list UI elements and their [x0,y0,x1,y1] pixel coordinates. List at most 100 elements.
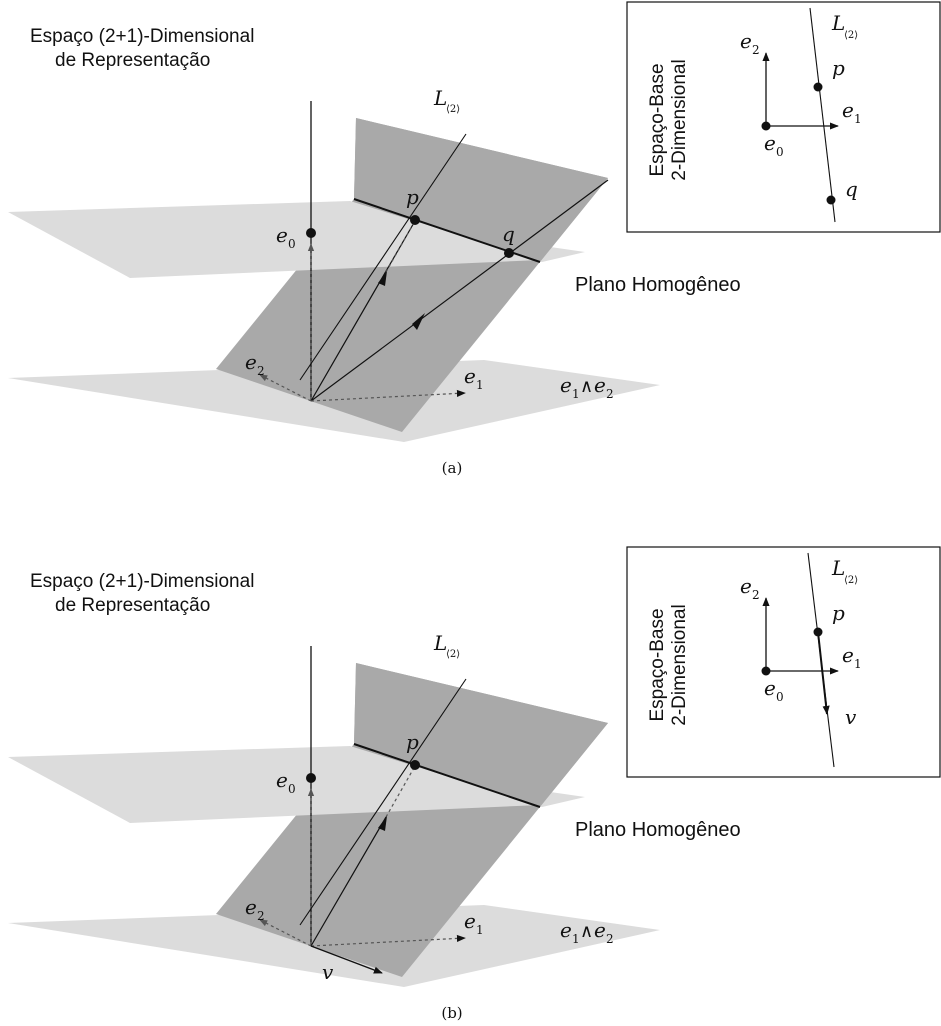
inset-title: Espaço-Base 2-Dimensional [647,59,690,180]
label-L: L ⟨2⟩ [433,631,460,660]
svg-text:e: e [464,364,476,388]
label-e0: e 0 [276,768,296,796]
svg-text:2: 2 [752,588,760,602]
svg-text:∧: ∧ [580,376,593,397]
inset-label-q: q [845,177,858,201]
inset-a: Espaço-Base 2-Dimensional L ⟨2⟩ e 2 e 1 [626,1,941,233]
svg-text:L: L [831,11,845,35]
svg-text:1: 1 [854,657,862,671]
svg-text:e: e [764,676,776,700]
point-p [410,215,420,225]
inset-point-q [826,195,836,205]
inset-label-v: v [845,705,857,729]
homogeneous-plane-label: Plano Homogêneo [575,274,741,296]
vector-p-dashed [385,765,416,818]
svg-text:e: e [276,223,288,247]
svg-text:1: 1 [572,387,580,401]
svg-text:e: e [740,574,752,598]
vector-p-dashed [385,220,416,273]
svg-text:L: L [433,86,447,110]
svg-text:1: 1 [572,932,580,946]
panel-title-line2: de Representação [55,50,210,71]
svg-text:2-Dimensional: 2-Dimensional [669,59,690,180]
label-wedge: e 1 ∧ e 2 [560,918,614,946]
label-e1: e 1 [464,909,484,937]
svg-text:e: e [594,918,606,942]
panel-title-line1: Espaço (2+1)-Dimensional [30,571,254,592]
vector-q [310,252,511,402]
point-p [410,760,420,770]
svg-text:2: 2 [752,43,760,57]
label-e2: e 2 [245,895,265,923]
vector-v [310,945,383,974]
inset-b: Espaço-Base 2-Dimensional L ⟨2⟩ e 2 e 1 [626,546,941,778]
inset-label-e0: e 0 [764,676,784,704]
label-e2: e 2 [245,350,265,378]
svg-text:2: 2 [257,909,265,923]
svg-text:e: e [560,373,572,397]
point-e0 [306,773,316,783]
inset-origin [761,121,771,131]
vector-p-arrowhead [378,271,387,286]
svg-text:L: L [831,556,845,580]
inset-label-e1: e 1 [842,643,862,671]
label-q: q [502,222,515,246]
svg-text:e: e [764,131,776,155]
panel-title-line1: Espaço (2+1)-Dimensional [30,26,254,47]
panel-title-line2: de Representação [55,595,210,616]
label-p: p [406,185,419,209]
svg-text:e: e [740,29,752,53]
panel-a: Espaço (2+1)-Dimensional de Representaçã… [8,1,941,477]
vector-q-extension [509,179,609,254]
svg-text:0: 0 [776,145,784,159]
inset-title: Espaço-Base 2-Dimensional [647,604,690,725]
inset-line-L [809,7,836,223]
line-plane-upper [354,118,608,262]
inset-label-e1: e 1 [842,98,862,126]
inset-label-e2: e 2 [740,29,760,57]
intersection-line [353,743,541,808]
svg-text:e: e [594,373,606,397]
point-q [504,248,514,258]
inset-label-p: p [832,56,845,80]
inset-label-e2: e 2 [740,574,760,602]
svg-text:e: e [245,350,257,374]
svg-text:1: 1 [476,378,484,392]
svg-text:∧: ∧ [580,921,593,942]
e1-dashed-vector [310,934,466,947]
svg-text:1: 1 [476,923,484,937]
label-e1: e 1 [464,364,484,392]
homogeneous-plane-label: Plano Homogêneo [575,819,741,841]
svg-text:⟨2⟩: ⟨2⟩ [446,649,460,660]
vector-p-arrowhead [378,816,387,831]
svg-text:e: e [842,643,854,667]
inset-point-p [813,627,823,637]
caption-a: (a) [442,459,463,477]
e1-dashed-vector [310,389,466,402]
line-plane-upper [354,663,608,807]
svg-text:e: e [245,895,257,919]
label-v: v [322,960,334,984]
svg-text:2: 2 [257,364,265,378]
svg-text:⟨2⟩: ⟨2⟩ [446,104,460,115]
svg-text:e: e [842,98,854,122]
svg-text:2: 2 [606,932,614,946]
label-L: L ⟨2⟩ [433,86,460,115]
svg-text:2-Dimensional: 2-Dimensional [669,604,690,725]
svg-text:L: L [433,631,447,655]
svg-text:0: 0 [288,237,296,251]
svg-text:⟨2⟩: ⟨2⟩ [844,575,858,586]
svg-text:e: e [276,768,288,792]
line-L [299,678,467,926]
vector-q-arrowhead [412,313,425,330]
label-p: p [406,730,419,754]
inset-label-L: L ⟨2⟩ [831,556,858,586]
svg-text:e: e [560,918,572,942]
inset-label-e0: e 0 [764,131,784,159]
svg-text:⟨2⟩: ⟨2⟩ [844,30,858,41]
vector-p [310,816,387,947]
label-wedge: e 1 ∧ e 2 [560,373,614,401]
inset-label-p: p [832,601,845,625]
svg-text:0: 0 [288,782,296,796]
